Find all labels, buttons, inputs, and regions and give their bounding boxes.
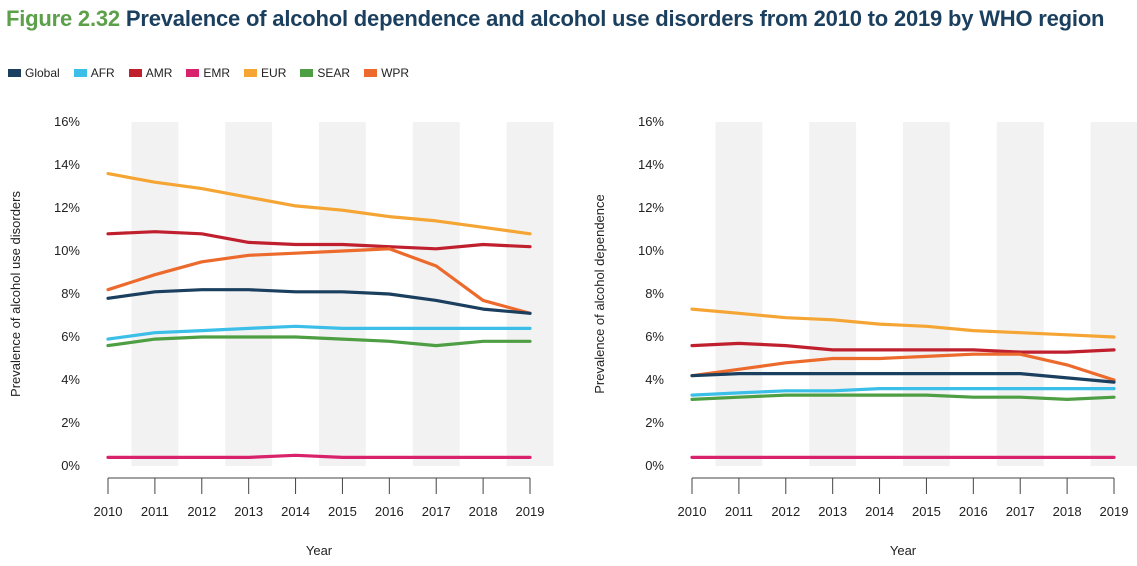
y-axis-title: Prevalence of alcohol dependence — [592, 194, 607, 393]
y-tick-label: 2% — [645, 415, 664, 430]
x-tick-label: 2010 — [94, 504, 123, 519]
legend-item-sear: SEAR — [300, 66, 350, 80]
series-line-eur — [106, 171, 532, 236]
figure-title-text: Prevalence of alcohol dependence and alc… — [125, 6, 1105, 31]
background-band — [225, 122, 273, 466]
legend: Global AFR AMR EMR EUR SEAR WPR — [8, 66, 423, 80]
legend-item-emr: EMR — [186, 66, 230, 80]
x-tick-label: 2017 — [422, 504, 451, 519]
x-axis-title: Year — [890, 543, 917, 558]
x-axis-title: Year — [306, 543, 333, 558]
y-axis-title: Prevalence of alcohol use disorders — [8, 191, 23, 397]
legend-item-global: Global — [8, 66, 60, 80]
background-band — [996, 122, 1044, 466]
legend-label: EUR — [261, 66, 287, 80]
legend-label: WPR — [381, 66, 410, 80]
y-tick-label: 8% — [61, 286, 80, 301]
legend-label: SEAR — [317, 66, 351, 80]
x-tick-label: 2011 — [141, 504, 169, 519]
x-tick-label: 2019 — [516, 504, 545, 519]
chart-alcohol-use-disorders: 0% 2% 4% 6% 8% 10% 12% 14% 16% Prevalence of alco… — [8, 114, 554, 558]
legend-item-amr: AMR — [128, 66, 173, 80]
y-tick-label: 12% — [54, 200, 80, 215]
y-tick-label: 4% — [61, 372, 80, 387]
y-tick-label: 6% — [645, 329, 664, 344]
x-tick-label: 2010 — [678, 504, 707, 519]
y-tick-label: 16% — [54, 114, 80, 129]
series-line-global — [690, 372, 1116, 384]
x-tick-label: 2012 — [771, 504, 800, 519]
series-line-wpr — [106, 247, 532, 315]
figure-number: Figure 2.32 — [6, 6, 120, 31]
x-tick-label: 2014 — [865, 504, 894, 519]
y-tick-label: 16% — [638, 114, 664, 129]
y-tick-label: 6% — [61, 329, 80, 344]
x-tick-label: 2018 — [469, 504, 498, 519]
y-tick-label: 12% — [638, 200, 664, 215]
series-line-sear — [690, 393, 1116, 401]
series-line-afr — [106, 324, 532, 341]
y-tick-label: 2% — [61, 415, 80, 430]
y-tick-label: 14% — [54, 157, 80, 172]
x-tick-label: 2011 — [725, 504, 753, 519]
background-band — [506, 122, 554, 466]
background-band — [715, 122, 763, 466]
y-tick-label: 10% — [54, 243, 80, 258]
x-tick-label: 2016 — [959, 504, 988, 519]
x-tick-label: 2013 — [818, 504, 847, 519]
series-line-amr — [106, 230, 532, 251]
legend-swatch — [364, 69, 378, 77]
y-tick-label: 0% — [61, 458, 80, 473]
legend-item-eur: EUR — [244, 66, 286, 80]
legend-label: AFR — [90, 66, 115, 80]
series-line-emr — [106, 453, 532, 459]
legend-swatch — [73, 69, 87, 77]
y-tick-label: 0% — [645, 458, 664, 473]
background-band — [412, 122, 460, 466]
legend-label: EMR — [203, 66, 231, 80]
legend-swatch — [186, 69, 200, 77]
x-tick-label: 2017 — [1006, 504, 1035, 519]
background-band — [809, 122, 857, 466]
y-tick-label: 8% — [645, 286, 664, 301]
background-band — [903, 122, 950, 466]
series-line-global — [106, 288, 532, 315]
y-tick-label: 14% — [638, 157, 664, 172]
legend-swatch — [244, 69, 258, 77]
legend-swatch — [8, 69, 21, 77]
x-tick-label: 2016 — [375, 504, 404, 519]
series-line-eur — [690, 307, 1116, 339]
series-line-afr — [690, 387, 1116, 397]
legend-item-afr: AFR — [73, 66, 115, 80]
legend-swatch — [128, 69, 142, 77]
series-line-sear — [106, 335, 532, 348]
background-band — [1090, 122, 1137, 466]
legend-swatch — [300, 69, 314, 77]
x-tick-label: 2012 — [187, 504, 216, 519]
y-tick-label: 10% — [638, 243, 664, 258]
x-tick-label: 2015 — [912, 504, 941, 519]
x-tick-label: 2014 — [281, 504, 310, 519]
y-tick-label: 4% — [645, 372, 664, 387]
series-line-amr — [690, 341, 1116, 354]
figure-title: Figure 2.32 Prevalence of alcohol depend… — [6, 6, 1104, 32]
legend-item-wpr: WPR — [364, 66, 409, 80]
x-tick-label: 2015 — [328, 504, 357, 519]
x-tick-label: 2013 — [234, 504, 263, 519]
chart-alcohol-dependence: 0% 2% 4% 6% 8% 10% 12% 14% 16% Prevalence of alco… — [592, 114, 1137, 558]
x-tick-label: 2019 — [1100, 504, 1129, 519]
legend-label: AMR — [145, 66, 173, 80]
x-tick-label: 2018 — [1053, 504, 1082, 519]
series-line-wpr — [690, 352, 1116, 382]
legend-label: Global — [25, 66, 60, 80]
